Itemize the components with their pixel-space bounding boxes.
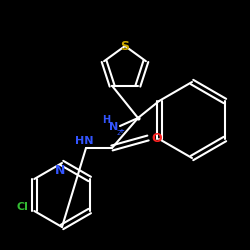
Text: H: H bbox=[102, 115, 110, 125]
Text: N: N bbox=[110, 122, 119, 132]
Text: +: + bbox=[118, 128, 124, 134]
Text: HN: HN bbox=[75, 136, 93, 146]
Text: S: S bbox=[120, 40, 130, 52]
Text: O: O bbox=[152, 132, 162, 144]
Text: 2: 2 bbox=[117, 130, 121, 136]
Text: Cl: Cl bbox=[16, 202, 28, 212]
Text: N: N bbox=[55, 164, 65, 177]
